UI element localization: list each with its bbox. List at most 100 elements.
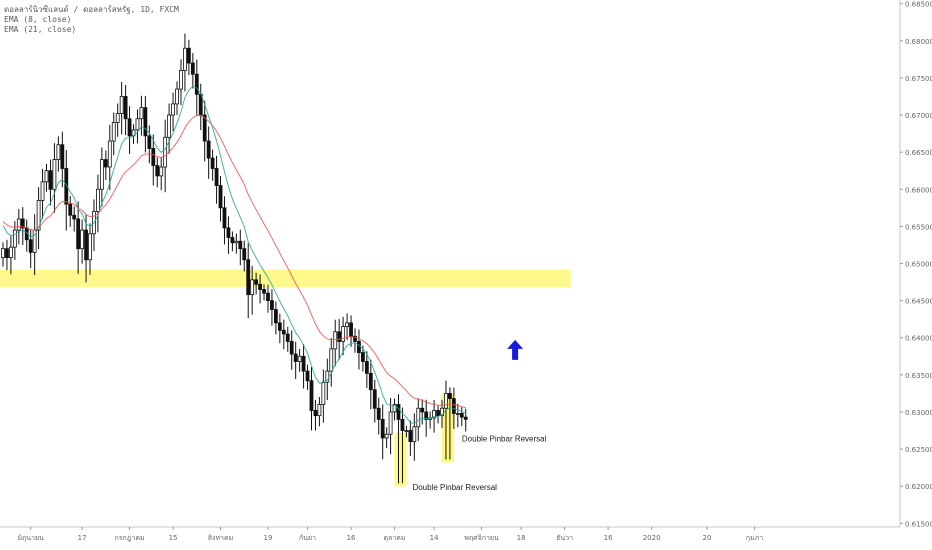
candle-bearish xyxy=(68,203,73,216)
candle-bearish xyxy=(28,239,33,253)
candle-bearish xyxy=(408,430,413,443)
candle-bearish xyxy=(337,331,342,342)
candle-bearish xyxy=(285,333,290,342)
candle-bearish xyxy=(357,341,361,353)
candle-bearish xyxy=(48,170,53,190)
y-tick-label: 0.65000 xyxy=(905,261,932,269)
candle-bearish xyxy=(305,370,310,382)
candle-bearish xyxy=(364,361,369,374)
candle-bullish xyxy=(333,331,338,350)
candle-bullish xyxy=(115,113,120,123)
x-tick-label: 14 xyxy=(430,534,439,542)
chart-legend: ดอลลาร์นิวซีแลนด์ / ดอลลาร์สหรัฐ, 1D, FX… xyxy=(4,5,179,35)
annotation-label: Double Pinbar Reversal xyxy=(462,435,547,444)
x-tick-label: 17 xyxy=(78,534,87,542)
candle-bearish xyxy=(309,380,314,411)
candle-bearish xyxy=(226,227,231,238)
candle-bearish xyxy=(103,159,108,168)
x-tick-label: กรกฎาคม xyxy=(114,534,144,542)
candle-bearish xyxy=(210,157,215,169)
candle-bearish xyxy=(64,168,69,205)
x-tick-label: กุมภา xyxy=(746,534,763,542)
y-tick-label: 0.62000 xyxy=(905,483,932,491)
candle-bullish xyxy=(119,96,124,114)
y-tick-label: 0.64500 xyxy=(905,298,932,306)
x-tick-label: 2020 xyxy=(643,534,661,542)
x-tick-label: กันยา xyxy=(299,534,316,542)
candle-bullish xyxy=(12,229,17,248)
x-tick-label: 16 xyxy=(347,534,356,542)
annotation-label: Double Pinbar Reversal xyxy=(412,483,497,492)
up-arrow-icon xyxy=(507,339,524,360)
candle-bullish xyxy=(163,136,168,168)
candle-bullish xyxy=(329,348,334,372)
candle-bullish xyxy=(36,200,41,231)
x-tick-label: ตุลาคม xyxy=(384,534,406,542)
candle-bearish xyxy=(20,218,25,229)
candle-bearish xyxy=(258,283,262,290)
candle-bearish xyxy=(143,107,148,137)
candle-bearish xyxy=(376,407,381,420)
candle-bearish xyxy=(436,410,440,417)
x-tick-label: 20 xyxy=(703,534,712,542)
candle-bullish xyxy=(139,107,144,120)
candle-bullish xyxy=(111,122,116,142)
y-tick-label: 0.63500 xyxy=(905,372,932,380)
x-tick-label: พฤศจิกายน xyxy=(464,534,499,542)
candle-bearish xyxy=(186,47,191,64)
y-tick-label: 0.63000 xyxy=(905,409,932,417)
candle-bearish xyxy=(202,114,207,142)
legend-ema-fast: EMA (8, close) xyxy=(4,15,72,24)
candle-bullish xyxy=(183,47,187,71)
candle-bullish xyxy=(297,355,302,362)
candle-bearish xyxy=(151,148,156,166)
candle-bullish xyxy=(250,279,255,296)
candle-bearish xyxy=(72,214,77,220)
candle-bearish xyxy=(353,335,357,342)
pinbar-highlight xyxy=(441,393,454,463)
candle-bearish xyxy=(424,411,429,420)
candle-bearish xyxy=(396,404,401,420)
candle-bearish xyxy=(459,413,464,418)
candle-bearish xyxy=(218,185,223,209)
candle-bullish xyxy=(416,407,421,428)
candle-bearish xyxy=(262,289,266,294)
candle-bullish xyxy=(135,118,140,131)
x-tick-label: 19 xyxy=(264,534,273,542)
candle-bullish xyxy=(44,170,49,183)
candle-bearish xyxy=(293,353,298,362)
candle-bullish xyxy=(175,88,179,105)
candle-bullish xyxy=(384,433,389,439)
candle-bullish xyxy=(171,103,175,116)
ema-fast-line xyxy=(2,85,466,425)
candle-bearish xyxy=(214,168,219,186)
candle-bearish xyxy=(60,144,65,169)
candle-bearish xyxy=(289,341,294,355)
legend-symbol: ดอลลาร์นิวซีแลนด์ / ดอลลาร์สหรัฐ, 1D, FX… xyxy=(4,5,179,14)
candle-bullish xyxy=(96,188,100,212)
candle-bearish xyxy=(273,309,278,324)
candle-bullish xyxy=(345,322,349,327)
candle-bearish xyxy=(123,96,128,120)
x-tick-label: 16 xyxy=(604,534,613,542)
candle-bullish xyxy=(167,114,172,138)
candle-bearish xyxy=(155,165,160,177)
y-tick-label: 0.62500 xyxy=(905,446,932,454)
candle-bullish xyxy=(56,144,61,160)
candle-bullish xyxy=(404,430,409,432)
legend-ema-slow: EMA (21, close) xyxy=(4,25,77,34)
candle-bearish xyxy=(230,237,235,244)
candle-bearish xyxy=(76,218,81,250)
candle-bullish xyxy=(455,413,460,415)
support-zone xyxy=(0,269,571,288)
candle-bearish xyxy=(147,135,152,149)
candle-bullish xyxy=(341,326,346,342)
candle-bullish xyxy=(444,392,448,409)
candle-bearish xyxy=(270,300,274,310)
candle-bullish xyxy=(1,248,5,258)
candle-bearish xyxy=(372,389,377,409)
candle-bearish xyxy=(242,248,247,261)
y-tick-label: 0.66000 xyxy=(905,186,932,194)
candle-bearish xyxy=(301,355,306,372)
